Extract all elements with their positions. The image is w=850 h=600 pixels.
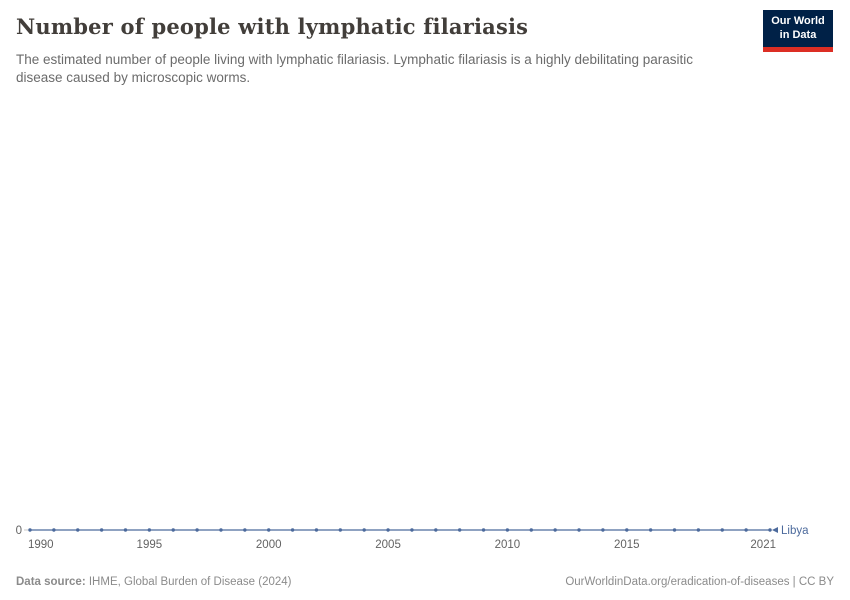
attribution[interactable]: OurWorldinData.org/eradication-of-diseas… [565, 576, 834, 588]
series-label-libya[interactable]: Libya [781, 525, 809, 537]
data-point[interactable] [529, 528, 533, 532]
chart-footer: Data source: IHME, Global Burden of Dise… [0, 576, 850, 588]
data-point[interactable] [672, 528, 677, 532]
owid-logo-line2: in Data [779, 28, 817, 41]
data-point[interactable] [28, 528, 32, 532]
data-point[interactable] [338, 528, 343, 532]
data-point[interactable] [243, 528, 247, 532]
data-point[interactable] [768, 528, 772, 532]
data-point[interactable] [625, 528, 629, 532]
data-point[interactable] [195, 528, 199, 532]
data-point[interactable] [434, 528, 438, 532]
data-point[interactable] [290, 528, 295, 532]
data-point[interactable] [171, 528, 175, 532]
data-point[interactable] [648, 528, 653, 532]
x-axis-tick-label: 2000 [256, 539, 282, 551]
x-axis-tick-label: 1995 [137, 539, 163, 551]
x-axis-tick-label: 2010 [495, 539, 521, 551]
data-point[interactable] [720, 528, 724, 532]
data-point[interactable] [147, 528, 152, 532]
x-axis-tick-label: 1990 [28, 539, 54, 551]
data-point[interactable] [76, 528, 80, 532]
data-point[interactable] [696, 528, 701, 532]
data-point[interactable] [99, 528, 104, 532]
data-point[interactable] [505, 528, 510, 532]
data-point[interactable] [219, 528, 223, 532]
data-point[interactable] [123, 528, 128, 532]
data-point[interactable] [481, 528, 486, 532]
data-point[interactable] [577, 528, 581, 532]
data-source-text: IHME, Global Burden of Disease (2024) [85, 576, 292, 588]
attribution-link[interactable]: OurWorldinData.org/eradication-of-diseas… [565, 576, 834, 588]
data-source[interactable]: Data source: IHME, Global Burden of Dise… [16, 576, 292, 588]
x-axis-tick-label: 2015 [614, 539, 640, 551]
data-point[interactable] [553, 528, 557, 532]
x-axis-tick-label: 2021 [750, 539, 776, 551]
y-axis-tick-label: 0 [16, 525, 22, 537]
owid-logo-line1: Our World [771, 15, 825, 27]
data-point[interactable] [386, 528, 390, 532]
data-point[interactable] [457, 528, 462, 532]
data-source-label: Data source: [16, 576, 86, 588]
data-point[interactable] [410, 528, 414, 532]
chart-subtitle: The estimated number of people living wi… [16, 52, 694, 86]
line-end-marker [772, 527, 778, 533]
data-point[interactable] [267, 528, 271, 532]
x-axis-tick-label: 2005 [375, 539, 401, 551]
data-point[interactable] [52, 528, 56, 532]
data-point[interactable] [314, 528, 319, 532]
data-point[interactable] [744, 528, 748, 532]
data-point[interactable] [362, 528, 366, 532]
data-point[interactable] [601, 528, 605, 532]
chart-title: Number of people with lymphatic filarias… [16, 14, 529, 39]
owid-logo[interactable]: Our World in Data [763, 10, 833, 52]
